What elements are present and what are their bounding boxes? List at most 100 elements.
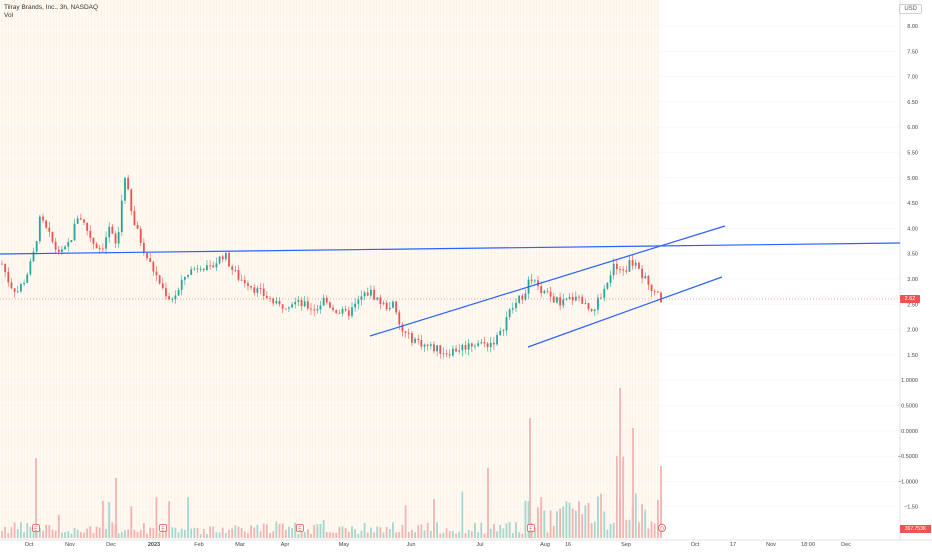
event-marker-letter: D xyxy=(660,526,664,532)
volume-bar xyxy=(363,522,366,538)
volume-bar xyxy=(426,522,429,538)
volume-bar xyxy=(335,532,338,538)
volume-bar xyxy=(310,533,312,538)
candle-body xyxy=(511,308,514,310)
volume-bar xyxy=(445,528,448,538)
volume-bar xyxy=(231,528,234,538)
candle-body xyxy=(177,289,180,296)
symbol-title[interactable]: Tilray Brands, Inc., 3h, NASDAQ xyxy=(4,4,99,11)
candle-body xyxy=(411,333,413,343)
volume-bar xyxy=(275,521,278,538)
volume-bar xyxy=(632,428,634,538)
volume-bar xyxy=(351,526,353,538)
volume-bar xyxy=(619,388,621,538)
volume-bar xyxy=(388,529,391,538)
volume-bar xyxy=(73,528,76,538)
volume-bar xyxy=(442,532,445,538)
volume-bar xyxy=(392,522,394,538)
volume-bar xyxy=(593,521,596,538)
candle-body xyxy=(206,265,208,271)
volume-bar xyxy=(177,532,180,538)
candle-body xyxy=(634,262,637,266)
volume-bar xyxy=(83,532,85,538)
candle-body xyxy=(357,299,360,304)
candle-body xyxy=(593,309,596,312)
candle-body xyxy=(656,291,659,293)
candle-body xyxy=(366,292,369,296)
volume-bar xyxy=(127,529,130,538)
currency-button[interactable]: USD xyxy=(899,4,922,14)
volume-bar xyxy=(404,505,407,538)
price-tick-label: 6.50 xyxy=(907,100,918,106)
candle-body xyxy=(316,309,319,311)
candle-body xyxy=(319,305,322,310)
candle-body xyxy=(247,283,249,286)
candle-body xyxy=(638,262,640,269)
volume-bar xyxy=(133,529,136,538)
volume-bar xyxy=(458,531,461,538)
candle-body xyxy=(294,301,297,305)
volume-bar xyxy=(187,497,189,538)
time-tick-label: Apr xyxy=(281,542,290,548)
candle-body xyxy=(660,292,662,303)
candle-body xyxy=(51,231,54,242)
volume-bar xyxy=(496,531,498,538)
volume-indicator-label[interactable]: Vol xyxy=(4,12,14,19)
volume-bar xyxy=(407,531,410,538)
volume-bar xyxy=(221,527,224,538)
volume-bar xyxy=(347,531,350,538)
volume-bar xyxy=(111,522,114,538)
candle-body xyxy=(335,309,338,313)
volume-bar xyxy=(306,529,309,538)
candle-body xyxy=(269,298,271,299)
volume-bar xyxy=(45,524,48,538)
volume-bar xyxy=(136,532,139,538)
volume-bar xyxy=(546,532,549,538)
volume-bar xyxy=(250,525,252,538)
candle-body xyxy=(237,269,240,280)
candle-body xyxy=(556,297,558,303)
volume-bar xyxy=(319,523,322,538)
candle-body xyxy=(426,344,429,346)
candle-body xyxy=(265,295,268,299)
candle-body xyxy=(67,242,70,247)
volume-bar xyxy=(653,523,656,538)
candle-body xyxy=(505,317,508,331)
volume-bar xyxy=(559,508,562,538)
candle-body xyxy=(161,283,164,289)
volume-bar xyxy=(152,528,155,538)
volume-bar xyxy=(423,530,426,538)
chart-legend: Tilray Brands, Inc., 3h, NASDAQ Vol xyxy=(4,4,98,20)
volume-bar xyxy=(209,526,212,538)
volume-bar xyxy=(32,531,35,538)
volume-bar xyxy=(597,496,599,538)
time-tick-label: Dec xyxy=(106,542,116,548)
candle-body xyxy=(146,252,148,259)
candle-body xyxy=(597,297,599,310)
volume-bar xyxy=(115,478,117,538)
candle-body xyxy=(347,310,350,316)
volume-bar xyxy=(451,531,454,538)
candle-body xyxy=(38,216,41,242)
candle-body xyxy=(571,296,574,301)
candle-body xyxy=(470,343,473,347)
price-tick-label: 6.00 xyxy=(907,125,918,131)
volume-bar xyxy=(382,532,385,538)
candle-body xyxy=(278,300,281,305)
candle-body xyxy=(76,218,79,224)
price-tick-label: 1.0000 xyxy=(901,378,918,384)
volume-bar xyxy=(215,532,218,538)
candle-body xyxy=(224,252,227,260)
candle-body xyxy=(48,227,51,232)
time-tick-label: Jun xyxy=(407,542,416,548)
candle-body xyxy=(256,288,259,293)
candle-body xyxy=(382,302,385,304)
volume-bar xyxy=(247,533,249,538)
volume-bar xyxy=(212,526,215,538)
volume-bar xyxy=(95,526,98,538)
candle-body xyxy=(152,261,155,272)
volume-bar xyxy=(634,493,637,538)
candle-body xyxy=(423,344,426,347)
